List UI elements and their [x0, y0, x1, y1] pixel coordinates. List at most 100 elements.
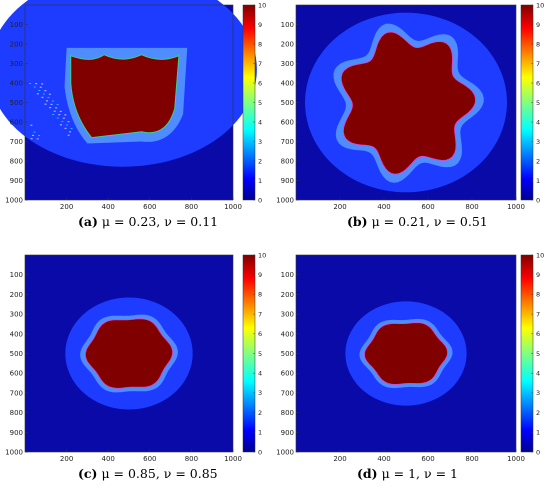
colorbar-tick-label: 7 [536, 310, 540, 318]
caption-d: (d) μ = 1, ν = 1 [357, 466, 458, 481]
x-tick-label: 800 [185, 455, 198, 463]
caption-b: (b) μ = 0.21, ν = 0.51 [347, 214, 488, 229]
colorbar-tick-label: 7 [258, 310, 262, 318]
noise-pixel [58, 114, 61, 116]
x-tick-label: 1000 [224, 203, 242, 211]
panel-label-d: (d) [357, 466, 378, 481]
colorbar-tick-label: 9 [258, 271, 262, 279]
colorbar-tick-label: 2 [258, 157, 262, 165]
y-tick-label: 900 [281, 177, 294, 185]
x-tick-label: 600 [421, 203, 434, 211]
y-tick-label: 300 [10, 60, 23, 68]
colorbar-tick-label: 9 [258, 21, 262, 29]
noise-pixel [44, 103, 47, 105]
noise-pixel [65, 124, 68, 126]
y-tick-label: 400 [10, 80, 23, 88]
noise-pixel [64, 114, 67, 116]
colorbar-tick-label: 5 [536, 350, 540, 358]
x-tick-label: 400 [377, 203, 390, 211]
noise-pixel [38, 90, 41, 92]
x-tick-label: 200 [60, 455, 73, 463]
y-tick-label: 200 [10, 41, 23, 49]
colorbar-tick-label: 6 [258, 330, 262, 338]
caption-a-text: μ = 0.23, ν = 0.11 [101, 214, 219, 229]
x-tick-label: 600 [421, 455, 434, 463]
noise-pixel [30, 124, 33, 126]
noise-pixel [64, 127, 67, 129]
colorbar-tick-label: 3 [258, 138, 262, 146]
noise-pixel [53, 110, 56, 112]
y-tick-label: 700 [10, 138, 23, 146]
noise-pixel [36, 138, 39, 140]
x-tick-label: 1000 [224, 455, 242, 463]
noise-pixel [32, 134, 35, 136]
noise-pixel [67, 134, 70, 136]
noise-pixel [59, 110, 62, 112]
heatmap-interior [340, 31, 476, 175]
caption-c: (c) μ = 0.85, ν = 0.85 [78, 466, 218, 481]
x-tick-label: 1000 [507, 455, 525, 463]
colorbar-tick-label: 5 [258, 350, 262, 358]
colorbar-tick-label: 6 [258, 79, 262, 87]
colorbar-tick-label: 1 [258, 177, 262, 185]
colorbar-tick-label: 10 [258, 251, 266, 259]
noise-pixel [67, 121, 70, 123]
colorbar-tick-label: 8 [536, 40, 540, 48]
noise-pixel [38, 135, 41, 137]
y-tick-label: 200 [281, 41, 294, 49]
colorbar-tick-label: 4 [536, 118, 540, 126]
noise-pixel [30, 138, 33, 140]
y-tick-label: 200 [281, 291, 294, 299]
y-tick-label: 600 [281, 119, 294, 127]
colorbar-tick-label: 2 [536, 157, 540, 165]
y-tick-label: 300 [10, 311, 23, 319]
y-tick-label: 500 [281, 350, 294, 358]
caption-a: (a) μ = 0.23, ν = 0.11 [78, 214, 218, 229]
noise-pixel [35, 83, 38, 85]
noise-pixel [61, 121, 64, 123]
x-tick-label: 400 [377, 455, 390, 463]
y-tick-label: 600 [10, 119, 23, 127]
noise-pixel [41, 83, 44, 85]
noise-pixel [62, 117, 65, 119]
colorbar-tick-label: 10 [536, 1, 544, 9]
y-tick-label: 500 [281, 99, 294, 107]
noise-pixel [50, 103, 53, 105]
colorbar-tick-label: 10 [258, 1, 266, 9]
colorbar-tick-label: 8 [536, 291, 540, 299]
panel-label-a: (a) [78, 214, 98, 229]
x-tick-label: 200 [333, 203, 346, 211]
colorbar-tick-label: 1 [536, 177, 540, 185]
colorbar-tick-label: 1 [536, 429, 540, 437]
colorbar-tick-label: 2 [536, 409, 540, 417]
noise-pixel [36, 93, 39, 95]
y-tick-label: 300 [281, 311, 294, 319]
y-tick-label: 1000 [276, 449, 294, 457]
noise-pixel [55, 107, 58, 109]
colorbar-tick-label: 4 [536, 370, 540, 378]
panel-label-b: (b) [347, 214, 368, 229]
colorbar-tick-label: 0 [258, 448, 262, 456]
colorbar-tick-label: 2 [258, 409, 262, 417]
y-tick-label: 700 [281, 389, 294, 397]
x-tick-label: 800 [465, 203, 478, 211]
colorbar-tick-label: 8 [258, 291, 262, 299]
y-tick-label: 800 [10, 409, 23, 417]
y-tick-label: 400 [10, 330, 23, 338]
noise-pixel [44, 90, 47, 92]
x-tick-label: 600 [143, 203, 156, 211]
y-tick-label: 600 [281, 370, 294, 378]
noise-pixel [33, 131, 36, 133]
colorbar-tick-label: 5 [536, 99, 540, 107]
noise-pixel [47, 97, 50, 99]
colorbar-tick-label: 0 [536, 448, 540, 456]
noise-pixel [42, 93, 45, 95]
noise-pixel [56, 104, 59, 106]
noise-pixel [52, 100, 55, 102]
colorbar-tick-label: 10 [536, 251, 544, 259]
y-tick-label: 500 [10, 99, 23, 107]
